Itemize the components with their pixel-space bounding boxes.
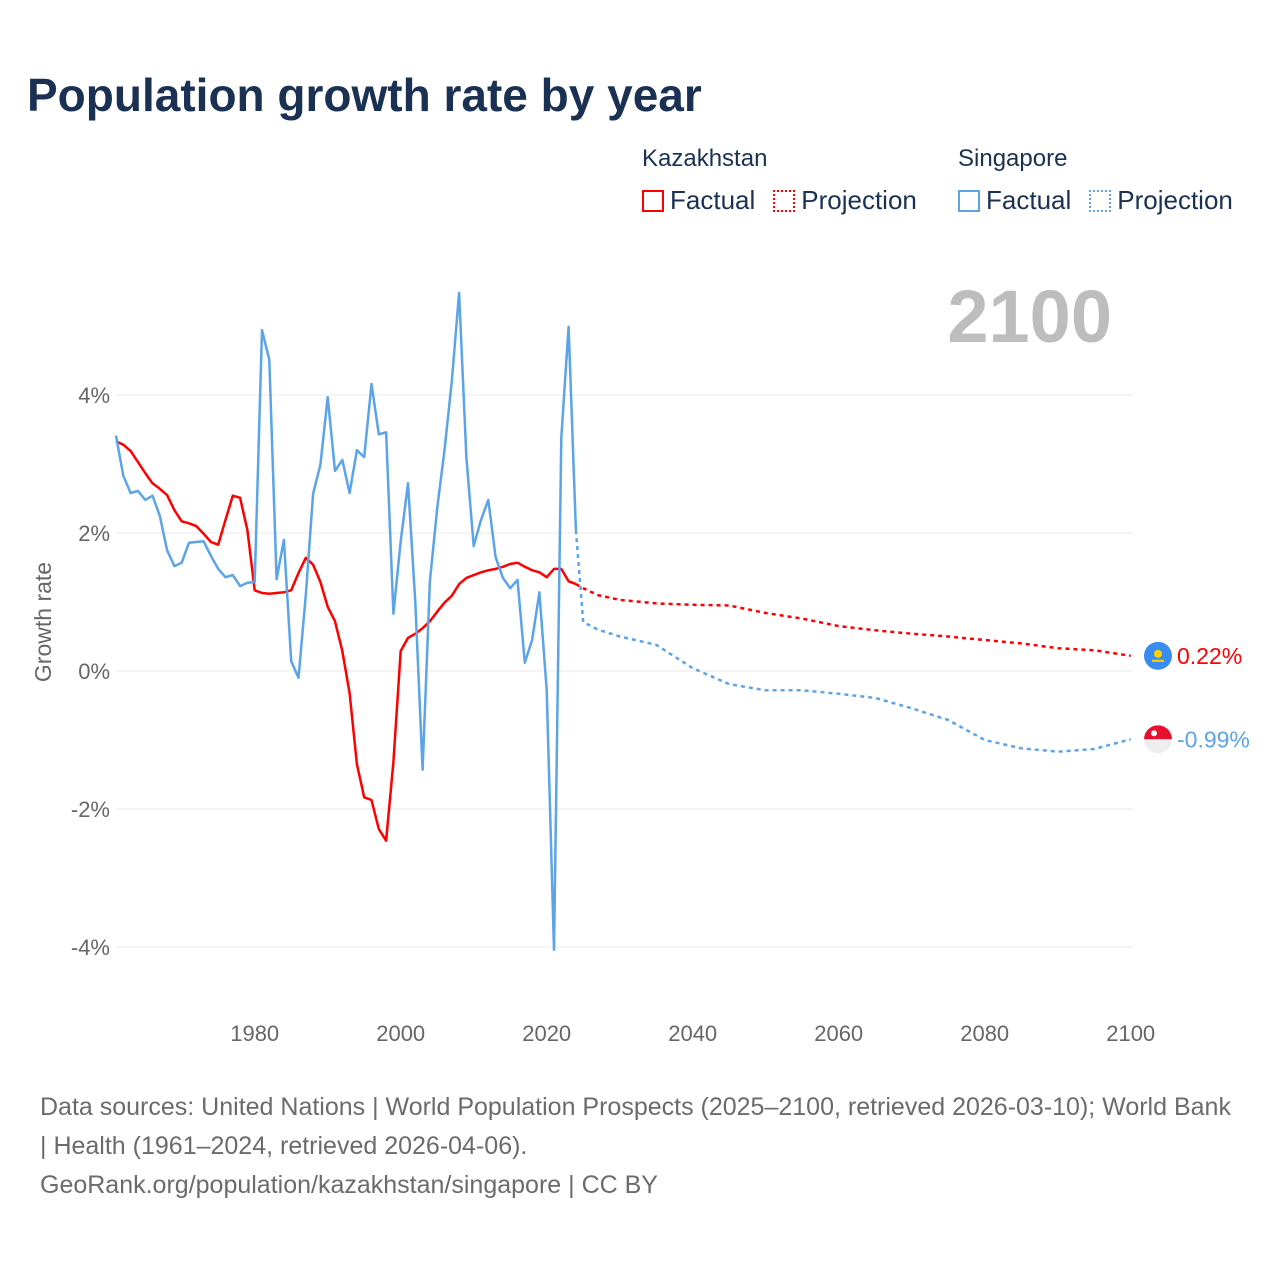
series-line-kazakhstan-factual[interactable] [115, 440, 577, 842]
legend-title: Singapore [958, 145, 1068, 172]
legend-label: Projection [1117, 185, 1233, 215]
y-tick-label: -4% [71, 935, 110, 960]
x-tick-label: 2100 [1106, 1021, 1155, 1046]
legend-swatch [773, 189, 796, 212]
credit-link[interactable]: GeoRank.org/population/kazakhstan/singap… [40, 1171, 658, 1199]
legend-swatch [642, 189, 664, 212]
legend-item-factual[interactable]: Factual [958, 185, 1071, 216]
legend-item-factual[interactable]: Factual [642, 185, 755, 216]
legend-swatch [1089, 189, 1112, 212]
series-line-singapore-projection[interactable] [574, 530, 1132, 753]
series-line-singapore-factual[interactable] [114, 291, 578, 952]
end-value-label: 0.22% [1177, 643, 1242, 669]
flag-kazakhstan-icon [1144, 641, 1172, 670]
year-label: 2100 [947, 275, 1112, 358]
x-tick-label: 2060 [814, 1021, 863, 1046]
legend-kazakhstan: Kazakhstan Factual Projection [642, 145, 917, 216]
legend-label: Factual [986, 185, 1072, 215]
legend-swatch [958, 189, 980, 212]
y-tick-label: 2% [78, 521, 110, 546]
legend-singapore: Singapore Factual Projection [958, 145, 1233, 216]
x-tick-label: 2080 [960, 1021, 1009, 1046]
footer: Data sources: United Nations | World Pop… [40, 1088, 1240, 1205]
legend-title: Kazakhstan [642, 145, 768, 172]
chart-title: Population growth rate by year [27, 69, 702, 121]
series-line-kazakhstan-projection[interactable] [575, 583, 1131, 658]
flag-singapore-icon [1144, 725, 1172, 754]
x-tick-label: 2020 [522, 1021, 571, 1046]
y-tick-label: 0% [78, 659, 110, 684]
end-value-label: -0.99% [1177, 726, 1250, 752]
x-tick-label: 1980 [230, 1021, 279, 1046]
y-tick-label: 4% [78, 383, 110, 408]
legend-label: Projection [801, 185, 917, 215]
y-tick-label: -2% [71, 797, 110, 822]
y-axis-label: Growth rate [30, 562, 56, 682]
legend-item-projection[interactable]: Projection [773, 185, 917, 216]
data-sources: Data sources: United Nations | World Pop… [40, 1093, 1231, 1160]
legend-item-projection[interactable]: Projection [1089, 185, 1233, 216]
legend-label: Factual [670, 185, 756, 215]
x-tick-label: 2000 [376, 1021, 425, 1046]
x-tick-label: 2040 [668, 1021, 717, 1046]
